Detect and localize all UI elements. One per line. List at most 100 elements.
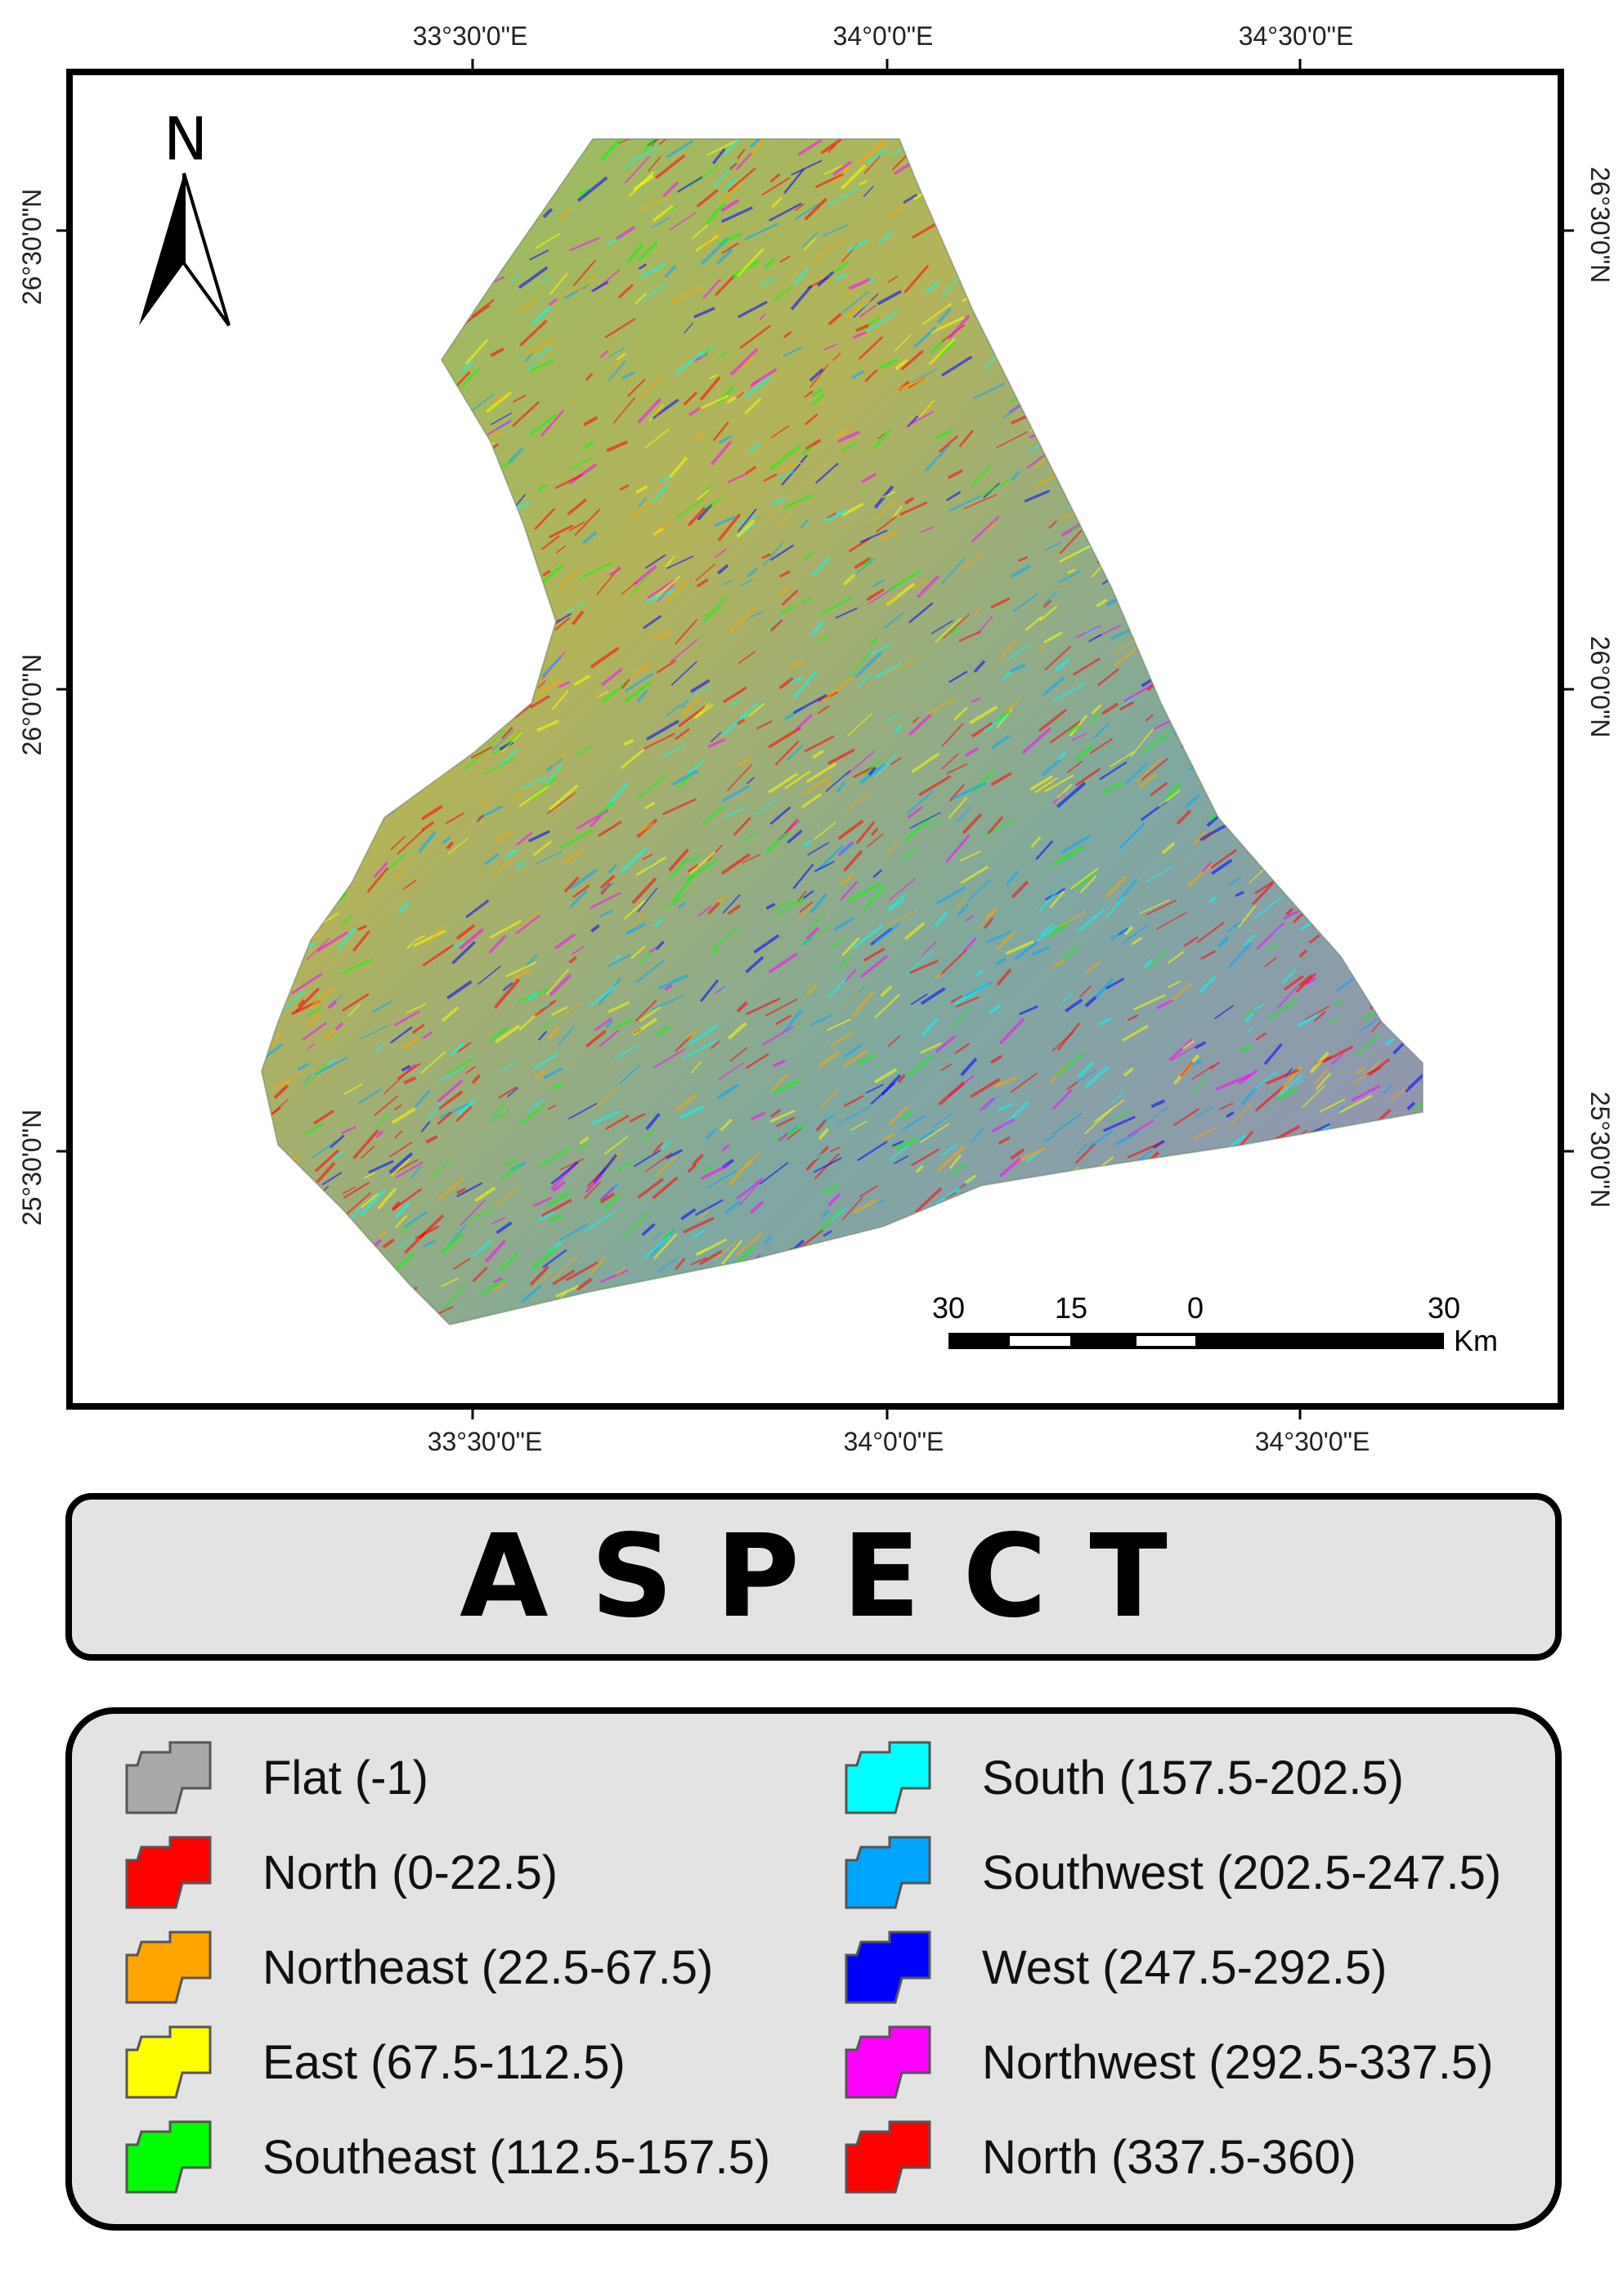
raster-streak [690,679,711,693]
raster-streak [529,358,556,373]
raster-streak [782,346,803,357]
raster-streak [775,1014,792,1025]
raster-streak [439,1102,471,1119]
raster-streak [852,766,874,778]
raster-streak [928,338,956,365]
raster-streak [775,894,807,917]
raster-streak [306,938,330,961]
legend-swatch-northwest [845,2025,931,2099]
raster-streak [536,720,559,732]
raster-streak [540,1003,550,1009]
raster-streak [801,925,831,944]
raster-streak [674,619,698,645]
raster-streak [630,945,646,959]
raster-streak [1141,731,1171,754]
raster-streak [625,672,654,693]
raster-streak [397,901,410,914]
raster-streak [809,364,829,388]
raster-streak [713,160,737,188]
raster-streak [1156,998,1174,1010]
raster-streak [678,706,706,728]
raster-streak [889,204,906,217]
raster-streak [515,861,526,869]
raster-streak [1054,657,1071,672]
raster-streak [1010,1072,1038,1093]
raster-streak [655,154,686,180]
raster-streak [446,980,473,1000]
raster-streak [720,984,729,993]
raster-streak [696,578,709,588]
raster-streak [494,1186,519,1208]
raster-streak [749,611,764,619]
raster-streak [629,1113,646,1123]
raster-streak [635,856,666,877]
raster-streak [1191,1059,1203,1067]
raster-streak [880,985,893,998]
raster-streak [1194,1041,1207,1050]
raster-streak [1075,625,1101,639]
raster-streak [472,1240,493,1257]
raster-streak [727,473,747,483]
raster-streak [991,1118,1015,1133]
raster-streak [491,1217,505,1225]
legend-item-east: East (67.5-112.5) [125,2025,625,2099]
raster-streak [671,769,699,787]
raster-streak [1034,458,1046,469]
raster-streak [853,1198,878,1214]
raster-streak [555,1285,580,1298]
raster-streak [1074,871,1096,890]
raster-streak [1058,545,1091,563]
raster-streak [1110,926,1130,941]
raster-streak [568,956,577,964]
raster-streak [558,286,581,298]
raster-streak [489,1110,510,1122]
raster-streak [999,1157,1022,1177]
raster-streak [687,1164,697,1173]
raster-streak [1244,1011,1255,1023]
raster-streak [688,1024,718,1046]
raster-streak [378,1229,388,1239]
raster-streak [925,280,939,294]
raster-streak [1067,568,1076,574]
raster-streak [697,394,729,411]
raster-streak [1032,944,1051,956]
raster-streak [366,867,389,893]
raster-streak [959,850,981,862]
raster-streak [1044,541,1061,551]
raster-streak [827,977,847,998]
raster-streak [748,702,765,717]
raster-streak [749,139,769,148]
raster-streak [374,1044,383,1053]
raster-streak [680,699,689,709]
raster-streak [642,615,662,630]
raster-streak [512,394,527,403]
legend-swatch-west [845,1931,931,2004]
raster-streak [866,148,889,164]
raster-streak [582,531,598,545]
raster-streak [465,1065,476,1074]
raster-streak [1296,1013,1320,1028]
raster-streak [830,1146,841,1153]
raster-streak [705,1128,718,1141]
raster-streak [774,470,795,481]
raster-streak [624,680,652,703]
raster-streak [298,998,306,1007]
raster-streak [1123,1067,1134,1077]
raster-streak [643,428,670,450]
raster-streak [911,368,938,383]
raster-streak [1168,1038,1194,1062]
raster-streak [555,545,567,554]
raster-streak [892,1140,904,1147]
raster-streak [721,784,751,803]
raster-streak [297,1062,310,1071]
raster-streak [689,164,720,188]
raster-streak [840,881,859,901]
raster-streak [316,1162,336,1184]
raster-streak [1091,704,1102,715]
raster-streak [1130,727,1154,757]
raster-streak [759,312,766,321]
raster-streak [382,1238,395,1249]
raster-streak [859,763,886,785]
raster-streak [641,1128,655,1141]
raster-streak [717,563,729,575]
